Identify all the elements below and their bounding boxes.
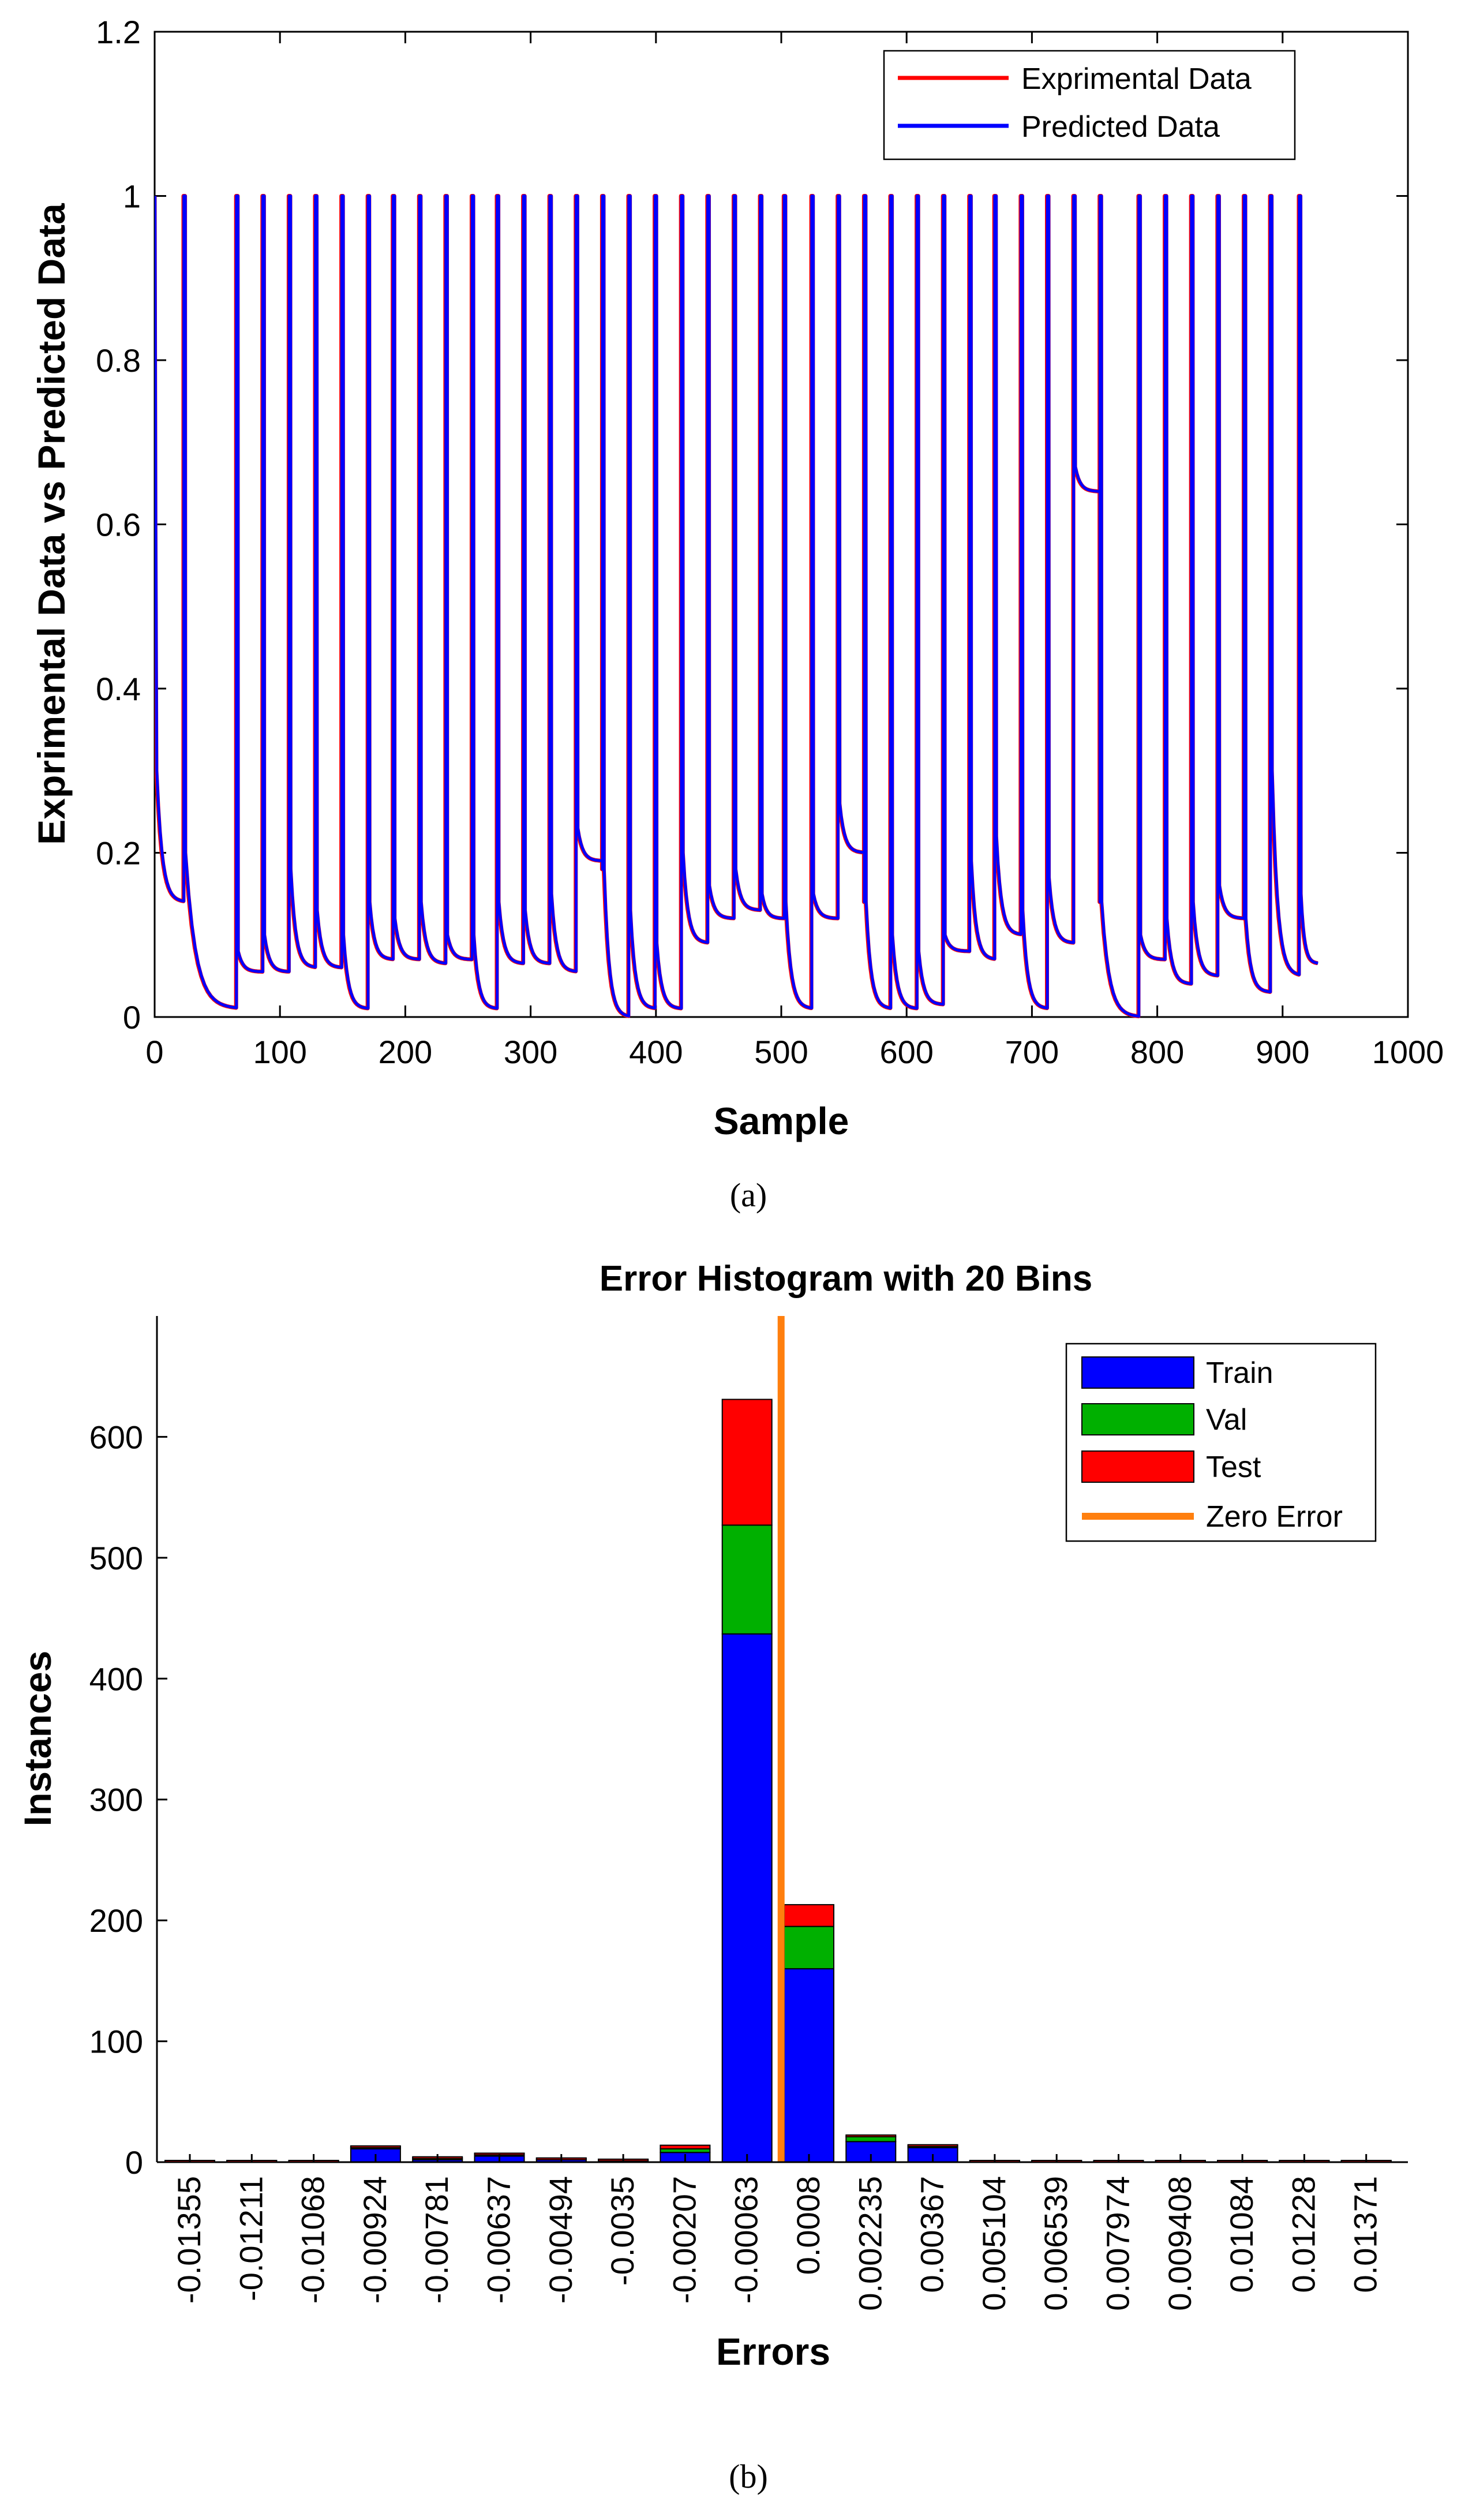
bar-val-11 xyxy=(845,2136,897,2143)
x-tick-label: 600 xyxy=(879,1034,933,1070)
chart-b-y-axis-title: Instances xyxy=(16,1651,59,1826)
x-tick-label: -0.00207 xyxy=(666,2176,702,2304)
y-tick-label: 500 xyxy=(89,1540,143,1576)
bar-test-11 xyxy=(845,2134,897,2138)
bar-test-12 xyxy=(907,2144,958,2147)
x-tick-label: -0.00924 xyxy=(357,2176,393,2304)
bar-test-10 xyxy=(784,1904,834,1927)
y-tick-label: 100 xyxy=(89,2024,143,2060)
y-tick-label: 300 xyxy=(89,1782,143,1818)
x-tick-label: 200 xyxy=(379,1034,432,1070)
legend-label-zero-error: Zero Error xyxy=(1206,1500,1343,1534)
bar-val-9 xyxy=(721,1524,773,1635)
x-tick-label: 800 xyxy=(1130,1034,1184,1070)
y-tick-label: 0 xyxy=(125,2144,143,2181)
x-tick-label: 1000 xyxy=(1372,1034,1444,1070)
legend-swatch-train xyxy=(1081,1356,1194,1389)
x-tick-label: 0.007974 xyxy=(1100,2176,1136,2311)
chart-a-legend-box xyxy=(883,50,1296,160)
x-tick-label: 900 xyxy=(1256,1034,1309,1070)
y-tick-label: 0.2 xyxy=(96,835,141,872)
bar-train-10 xyxy=(784,1968,834,2163)
chart-a-y-axis-title: Exprimental Data vs Predicted Data xyxy=(30,203,73,845)
x-tick-label: 0.0008 xyxy=(790,2176,826,2275)
x-tick-label: 0.002235 xyxy=(852,2176,888,2311)
chart-b-legend: Train Val Test Zero Error xyxy=(1065,1343,1377,1542)
legend-label-val: Val xyxy=(1206,1403,1247,1437)
x-tick-label: 700 xyxy=(1005,1034,1059,1070)
chart-a-x-axis-title: Sample xyxy=(714,1100,849,1142)
legend-label-predicted-data: Predicted Data xyxy=(1021,110,1220,144)
chart-b-x-axis-title: Errors xyxy=(716,2330,830,2373)
x-tick-label: 500 xyxy=(754,1034,808,1070)
legend-label-exprimental-data: Exprimental Data xyxy=(1021,62,1252,96)
x-tick-label: 400 xyxy=(629,1034,683,1070)
x-tick-label: 0.01084 xyxy=(1223,2176,1260,2293)
x-tick-label: -0.01068 xyxy=(295,2176,331,2304)
chart-a: 0 100 200 300 400 500 600 700 800 900 1000 0 0.2 0.4 0… xyxy=(30,14,1444,1214)
y-tick-label: 0.8 xyxy=(96,342,141,379)
legend-swatch-val xyxy=(1081,1403,1194,1435)
y-tick-label: 0.6 xyxy=(96,507,141,543)
y-tick-label: 200 xyxy=(89,1902,143,1939)
x-tick-label: 0.01228 xyxy=(1285,2176,1321,2293)
legend-label-train: Train xyxy=(1206,1356,1273,1390)
chart-a-legend: Exprimental Data Predicted Data xyxy=(883,50,1296,160)
x-tick-label: 100 xyxy=(253,1034,306,1070)
chart-a-ticks: 0 100 200 300 400 500 600 700 800 900 1000 0 0.2 0.4 0… xyxy=(96,14,1444,1070)
y-tick-label: 0.4 xyxy=(96,671,141,707)
chart-b: Error Histogram with 20 Bins -0.01355 -0.… xyxy=(16,1259,1408,2495)
y-tick-label: 1.2 xyxy=(96,14,141,50)
x-tick-label: -0.00637 xyxy=(481,2176,517,2304)
legend-label-test: Test xyxy=(1206,1450,1261,1484)
bar-test-3 xyxy=(350,2145,401,2148)
x-tick-label: 0.009408 xyxy=(1162,2176,1198,2311)
chart-a-plot-area xyxy=(153,31,1409,1018)
y-tick-label: 600 xyxy=(89,1419,143,1455)
x-tick-label: 0.00367 xyxy=(914,2176,950,2293)
x-tick-label: 0.01371 xyxy=(1347,2176,1384,2293)
x-tick-label: -0.01211 xyxy=(233,2176,269,2301)
y-tick-label: 0 xyxy=(123,999,141,1035)
bar-test-9 xyxy=(721,1399,773,1526)
chart-b-caption: (b) xyxy=(729,2458,768,2495)
bar-test-8 xyxy=(660,2144,711,2149)
chart-b-title: Error Histogram with 20 Bins xyxy=(600,1259,1092,1299)
x-tick-label: -0.0035 xyxy=(604,2176,640,2286)
x-tick-label: -0.00494 xyxy=(542,2176,579,2304)
x-tick-label: 0.006539 xyxy=(1037,2176,1074,2311)
x-tick-label: -0.01355 xyxy=(171,2176,207,2304)
bar-val-10 xyxy=(784,1925,834,1969)
x-tick-label: 0 xyxy=(145,1034,163,1070)
bar-train-9 xyxy=(721,1633,773,2163)
chart-b-ticks: -0.01355 -0.01211 -0.01068 -0.00924 -0.00781… xyxy=(89,1419,1384,2310)
x-tick-label: -0.00781 xyxy=(418,2176,455,2304)
legend-swatch-test xyxy=(1081,1450,1194,1483)
x-tick-label: 0.005104 xyxy=(976,2176,1012,2311)
x-tick-label: 300 xyxy=(504,1034,557,1070)
y-tick-label: 1 xyxy=(123,178,141,215)
series-line-predicted-data xyxy=(155,195,1318,1018)
y-tick-label: 400 xyxy=(89,1661,143,1697)
chart-a-caption: (a) xyxy=(730,1176,767,1214)
x-tick-label: -0.00063 xyxy=(728,2176,765,2304)
